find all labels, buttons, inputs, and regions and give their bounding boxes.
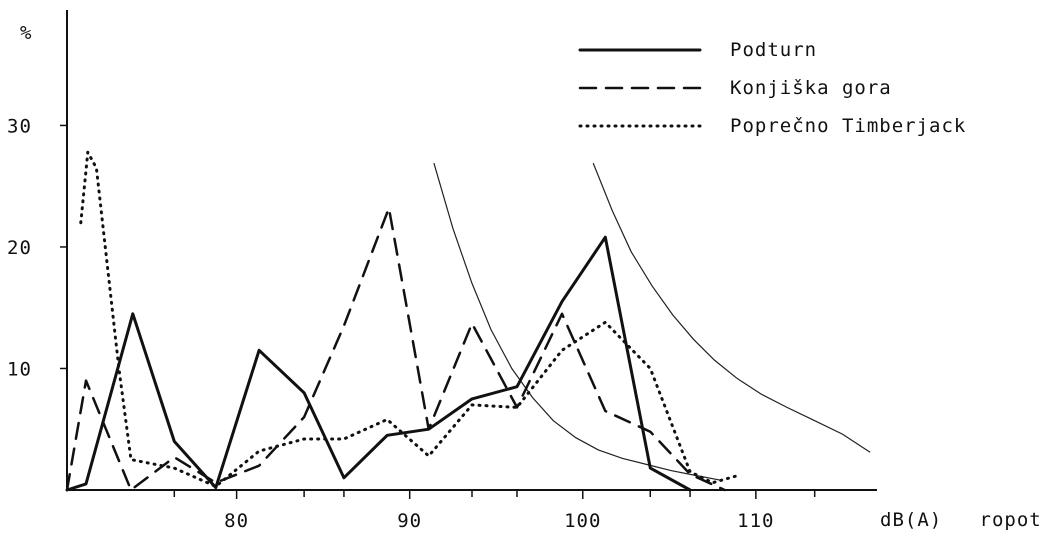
- y-axis-label: %: [20, 22, 32, 44]
- x-tick-label: 80: [224, 510, 249, 532]
- legend-label: Podturn: [730, 39, 817, 61]
- reference-curve: [433, 162, 722, 481]
- legend-label: Konjiška gora: [730, 77, 892, 99]
- series-line-dashed: [65, 206, 726, 492]
- axis-ticks: 80 90 100 110 10 20 30: [7, 115, 816, 532]
- series-lines: [65, 150, 740, 492]
- series-line-dotted: [79, 150, 740, 488]
- legend-label: Poprečno Timberjack: [730, 115, 966, 137]
- reference-curve: [592, 162, 871, 453]
- x-tick-label: 110: [737, 510, 774, 532]
- legend: Podturn Konjiška gora Poprečno Timberjack: [578, 39, 966, 137]
- x-tick-label: 90: [397, 510, 422, 532]
- series-line-solid: [65, 235, 692, 492]
- x-axis-label: dB(A) ropot: [880, 509, 1042, 531]
- y-tick-label: 30: [7, 115, 32, 137]
- y-tick-label: 20: [7, 237, 32, 259]
- reference-curves: [433, 162, 871, 481]
- x-tick-label: 100: [564, 510, 601, 532]
- y-tick-label: 10: [7, 358, 32, 380]
